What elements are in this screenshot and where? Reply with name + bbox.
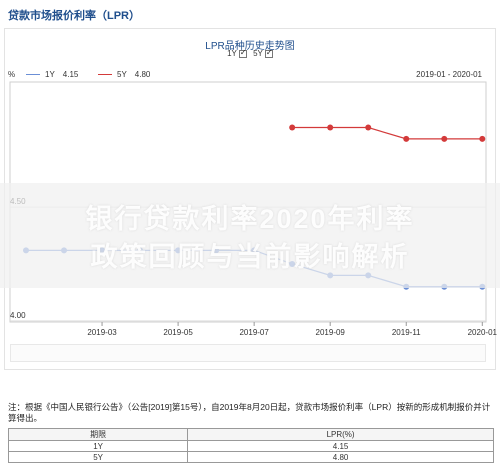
banner-line-2: 政策回顾与当前影响解析 xyxy=(90,242,410,272)
x-tick-label: 2019-03 xyxy=(87,328,117,337)
data-point-5y xyxy=(289,124,296,131)
data-point-5y xyxy=(365,124,372,131)
table-header-row: 期限 LPR(%) xyxy=(7,428,494,441)
y-unit-label: % xyxy=(8,70,16,79)
legend-5y-line xyxy=(98,74,112,75)
table-header-rate: LPR(%) xyxy=(187,428,494,441)
page-header: 贷款市场报价利率（LPR） xyxy=(0,0,500,28)
legend-5y[interactable]: 5Y 4.80 xyxy=(98,70,150,79)
table-cell-term: 5Y xyxy=(7,451,189,463)
range-navigator[interactable] xyxy=(10,344,486,362)
x-tick-label: 2019-09 xyxy=(316,328,346,337)
footnote: 注：根据《中国人民银行公告》（公告[2019]第15号），自2019年8月20日… xyxy=(8,402,491,423)
table-cell-rate: 4.80 xyxy=(187,451,494,463)
legend-1y-value: 4.15 xyxy=(62,70,79,79)
x-tick-label: 2019-07 xyxy=(239,328,269,337)
table-row: 5Y 4.80 xyxy=(7,451,494,463)
chart-title: LPR品种历史走势图 xyxy=(205,41,295,52)
x-tick-label: 2020-01 xyxy=(468,328,498,337)
table-cell-term: 1Y xyxy=(7,440,189,452)
page-title: 贷款市场报价利率（LPR） xyxy=(8,10,140,22)
toggle-1y[interactable]: 1Y xyxy=(227,48,247,58)
data-point-5y xyxy=(441,135,448,142)
table-cell-rate: 4.15 xyxy=(187,440,494,452)
series-toggles: 1Y 5Y xyxy=(0,48,500,58)
series-line-5y xyxy=(292,126,483,140)
legend-5y-value: 4.80 xyxy=(134,70,151,79)
toggle-5y[interactable]: 5Y xyxy=(253,48,273,58)
x-tick-label: 2019-05 xyxy=(163,328,193,337)
toggle-5y-label: 5Y xyxy=(253,49,263,58)
overlay-banner: 银行贷款利率2020年利率 政策回顾与当前影响解析 xyxy=(0,183,500,288)
toggle-5y-checkbox[interactable] xyxy=(264,48,273,58)
toggle-1y-checkbox[interactable] xyxy=(238,48,247,58)
table-row: 1Y 4.15 xyxy=(7,440,494,452)
y-tick-label: 4.00 xyxy=(10,311,26,320)
data-point-5y xyxy=(403,135,410,142)
legend-1y[interactable]: 1Y 4.15 xyxy=(26,70,78,79)
legend-5y-name: 5Y xyxy=(117,70,127,79)
banner-line-1: 银行贷款利率2020年利率 xyxy=(85,204,415,234)
toggle-1y-label: 1Y xyxy=(227,49,237,58)
legend-1y-name: 1Y xyxy=(45,70,55,79)
table-header-term: 期限 xyxy=(7,428,189,441)
date-range-label: 2019-01 - 2020-01 xyxy=(416,70,482,79)
legend-1y-line xyxy=(26,74,40,75)
data-point-5y xyxy=(327,124,334,131)
lpr-table: 期限 LPR(%) 1Y 4.15 5Y 4.80 xyxy=(7,428,494,463)
x-tick-label: 2019-11 xyxy=(392,328,421,337)
data-point-5y xyxy=(479,135,486,142)
